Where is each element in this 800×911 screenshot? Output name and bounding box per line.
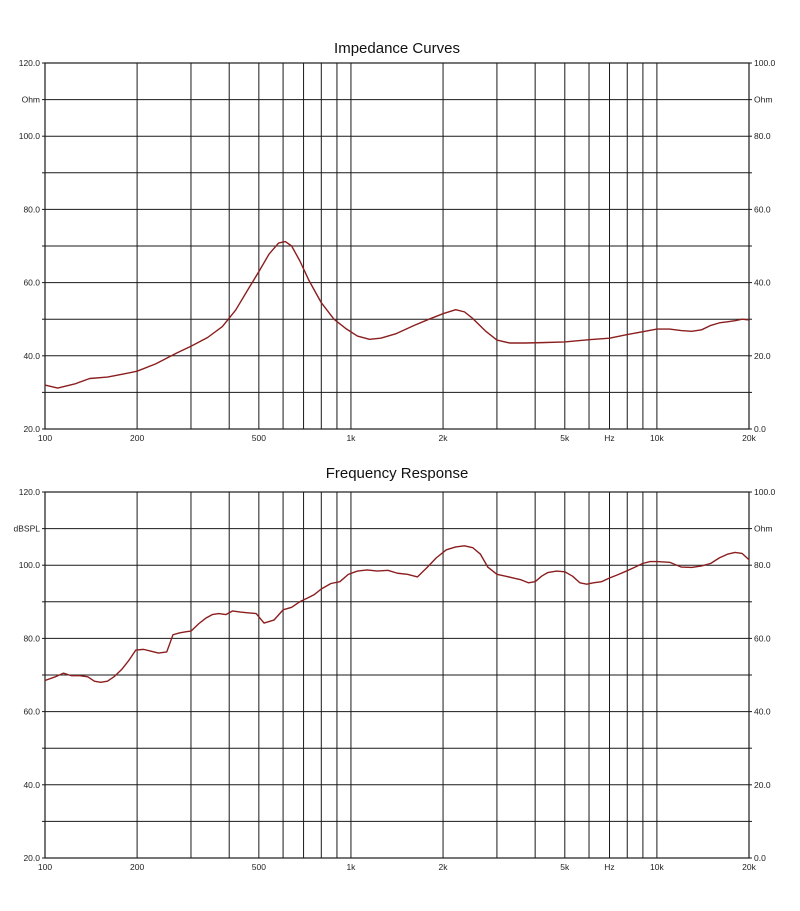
y-right-tick-label: 60.0 bbox=[754, 633, 771, 643]
x-tick-label: 10k bbox=[650, 862, 664, 872]
x-tick-label: 20k bbox=[742, 862, 756, 872]
x-tick-label: 5k bbox=[560, 862, 570, 872]
y-right-tick-label: 0.0 bbox=[754, 853, 766, 863]
y-right-tick-label: 40.0 bbox=[754, 707, 771, 717]
y-right-tick-label: 20.0 bbox=[754, 780, 771, 790]
impedance-chart-svg: Impedance Curves 120.0 100.0 100.0 80.0 80.0 6… bbox=[19, 40, 776, 443]
y-left-tick-label: 20.0 bbox=[23, 853, 40, 863]
y-right-tick-label: 0.0 bbox=[754, 424, 766, 434]
y-left-tick-label: 40.0 bbox=[23, 780, 40, 790]
y-left-tick-label: 60.0 bbox=[23, 278, 40, 288]
chart-title-frequency-response: Frequency Response bbox=[326, 465, 469, 482]
x-tick-label: 100 bbox=[38, 433, 52, 443]
y-left-tick-label: 120.0 bbox=[19, 58, 41, 68]
y-right-tick-label: 100.0 bbox=[754, 58, 776, 68]
y-right-tick-label: 40.0 bbox=[754, 278, 771, 288]
frequency-response-chart: Frequency Response 120.0 100.0 100.0 80.0 80.… bbox=[0, 455, 800, 911]
y-left-unit-label: Ohm bbox=[22, 95, 40, 105]
x-tick-label: 2k bbox=[439, 433, 449, 443]
y-left-tick-label: 100.0 bbox=[19, 560, 41, 570]
x-tick-label: 1k bbox=[346, 862, 356, 872]
y-right-unit-label: Ohm bbox=[754, 95, 772, 105]
series-line-impedance bbox=[44, 240, 750, 389]
x-tick-label: 20k bbox=[742, 433, 756, 443]
x-tick-label: 500 bbox=[252, 433, 266, 443]
y-right-tick-label: 60.0 bbox=[754, 204, 771, 214]
x-unit-label: Hz bbox=[604, 433, 614, 443]
x-tick-label: 10k bbox=[650, 433, 664, 443]
y-right-tick-label: 100.0 bbox=[754, 487, 776, 497]
series-line-frequency-response bbox=[44, 545, 750, 684]
x-tick-label: 200 bbox=[130, 862, 144, 872]
y-left-tick-label: 120.0 bbox=[19, 487, 41, 497]
chart-title-impedance: Impedance Curves bbox=[334, 40, 460, 57]
x-tick-label: 1k bbox=[346, 433, 356, 443]
y-left-tick-label: 20.0 bbox=[23, 424, 40, 434]
x-tick-label: 5k bbox=[560, 433, 570, 443]
x-unit-label: Hz bbox=[604, 862, 614, 872]
frequency-response-chart-svg: Frequency Response 120.0 100.0 100.0 80.0 80.… bbox=[14, 465, 776, 872]
x-tick-label: 2k bbox=[439, 862, 449, 872]
y-left-tick-label: 80.0 bbox=[23, 633, 40, 643]
y-left-tick-label: 100.0 bbox=[19, 131, 41, 141]
y-left-unit-label: dBSPL bbox=[14, 524, 41, 534]
x-tick-label: 100 bbox=[38, 862, 52, 872]
y-right-tick-label: 80.0 bbox=[754, 131, 771, 141]
x-tick-label: 200 bbox=[130, 433, 144, 443]
y-right-tick-label: 20.0 bbox=[754, 351, 771, 361]
y-right-unit-label: Ohm bbox=[754, 524, 772, 534]
y-left-tick-label: 80.0 bbox=[23, 204, 40, 214]
y-left-tick-label: 40.0 bbox=[23, 351, 40, 361]
y-right-tick-label: 80.0 bbox=[754, 560, 771, 570]
y-left-tick-label: 60.0 bbox=[23, 707, 40, 717]
x-tick-label: 500 bbox=[252, 862, 266, 872]
impedance-chart: Impedance Curves 120.0 100.0 100.0 80.0 80.0 6… bbox=[0, 0, 800, 450]
